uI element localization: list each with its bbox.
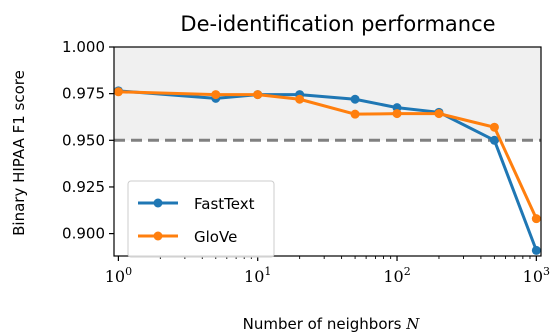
y-tick-label-0.950: 0.950 (62, 131, 105, 149)
data-point-glove-500 (489, 122, 499, 132)
data-point-fasttext-1000 (531, 245, 541, 255)
data-point-glove-1 (113, 87, 123, 97)
x-tick-label-100: 102 (383, 265, 410, 286)
legend: FastText GloVe (127, 180, 275, 258)
y-tick-label-0.925: 0.925 (62, 178, 105, 196)
legend-marker-fasttext (153, 198, 163, 208)
data-point-glove-100 (392, 109, 402, 119)
series-layer (113, 86, 541, 255)
legend-label-glove: GloVe (194, 228, 237, 246)
data-point-glove-50 (350, 109, 360, 119)
tick-label-layer: 0.900 0.925 0.950 0.975 1.000 100 101 102 103 (62, 38, 550, 286)
data-point-fasttext-500 (489, 135, 499, 145)
data-point-glove-10 (253, 90, 263, 100)
legend-frame (127, 180, 275, 258)
x-axis-label-group: Number of neighbors N (243, 315, 421, 333)
legend-marker-glove (153, 231, 163, 241)
y-axis-label: Binary HIPAA F1 score (10, 70, 28, 236)
legend-entry-glove: GloVe (138, 228, 237, 246)
legend-entry-fasttext: FastText (138, 195, 255, 213)
x-axis-label: Number of neighbors (243, 315, 402, 333)
y-tick-label-0.900: 0.900 (62, 225, 105, 243)
x-axis-variable: N (405, 315, 420, 333)
plot-frame (113, 46, 542, 257)
data-point-glove-5 (211, 90, 221, 100)
y-tick-label-0.975: 0.975 (62, 85, 105, 103)
x-tick-label-1000: 103 (523, 265, 550, 286)
data-point-fasttext-50 (350, 94, 360, 104)
y-tick-label-1.000: 1.000 (62, 38, 105, 56)
x-tick-label-10: 101 (244, 265, 271, 286)
chart-title: De-identification performance (180, 12, 495, 36)
data-point-glove-1000 (531, 214, 541, 224)
data-point-glove-200 (434, 109, 444, 119)
x-tick-label-1: 100 (105, 265, 132, 286)
data-point-glove-20 (295, 94, 305, 104)
legend-label-fasttext: FastText (194, 195, 255, 213)
